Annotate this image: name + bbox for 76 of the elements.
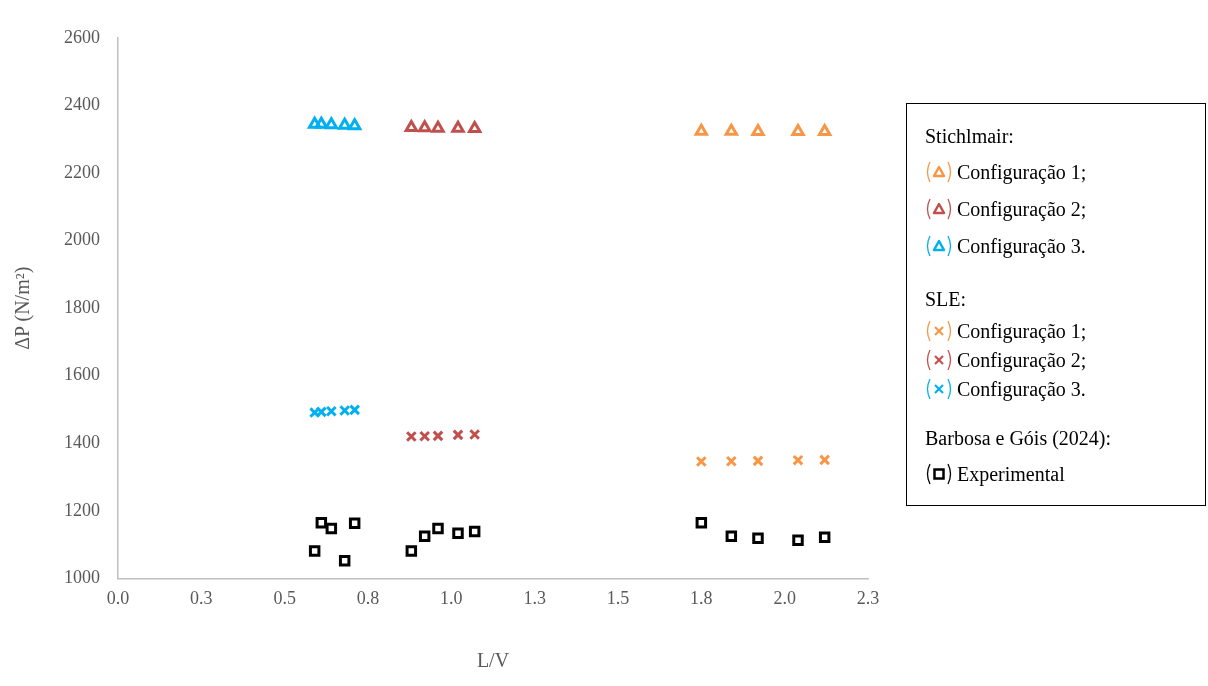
point [325,522,338,535]
legend-label: Configuração 1; [957,320,1087,342]
text: SLE: [925,287,968,312]
point [338,404,351,417]
point [792,454,804,466]
point [452,527,464,539]
point [315,406,328,418]
x-tick-label: 2.0 [773,587,796,608]
point [404,120,419,132]
point [308,406,321,419]
point [468,428,481,441]
point [451,120,465,133]
point [818,531,831,543]
point [792,534,804,546]
point [452,429,464,441]
legend-label: Configuração 3. [957,235,1086,257]
text: Barbosa e Góis (2024): [925,426,1113,452]
y-axis-title: ΔP (N/m²) [11,266,35,350]
point [347,118,362,131]
point [337,117,352,130]
y-tick-label: 2000 [64,229,100,250]
x-tick-label: 0.5 [273,587,296,608]
x-tick-label: 2.3 [856,587,880,608]
point [325,405,338,417]
point [752,455,764,467]
point [468,525,481,538]
point [417,120,432,133]
legend-label: Configuração 2; [957,198,1087,220]
y-tick-label: 1600 [64,364,100,385]
legend-label: Experimental [957,463,1065,485]
x-axis-title: L/V [476,649,510,672]
point [348,517,361,530]
text: Stichlmair: [925,124,1015,149]
point [695,455,708,468]
y-tick-label: 1000 [64,567,100,588]
x-tick-label: 1.3 [523,587,546,608]
legend-label: Configuração 3. [957,378,1086,400]
point [314,116,329,129]
legend-label: Configuração 2; [957,349,1087,371]
point [751,124,765,137]
point [752,532,764,544]
y-tick-label: 2600 [64,26,100,47]
point [467,121,482,134]
point [725,455,738,467]
point [405,545,418,557]
point [315,516,328,529]
point [308,545,321,557]
x-tick-label: 0.8 [356,587,380,608]
point [432,522,444,535]
point [695,516,708,529]
point [348,404,361,416]
point [725,530,738,542]
x-tick-label: 0.3 [190,587,213,608]
point [724,123,739,136]
y-tick-label: 2400 [64,94,100,115]
point [418,530,431,542]
point [818,454,831,466]
point [431,120,445,133]
point [817,124,832,137]
point [694,123,709,136]
x-tick-label: 1.8 [690,587,713,608]
x-tick-label: 0.0 [106,587,130,608]
x-tick-label: 1.5 [606,587,630,608]
legend-label: Configuração 1; [957,161,1087,183]
x-tick-label: 1.0 [440,587,463,608]
point [432,430,444,442]
y-tick-label: 1800 [64,296,100,317]
y-tick-label: 1200 [64,499,100,520]
y-tick-label: 2200 [64,161,100,182]
point [405,430,418,443]
point [324,117,339,130]
point [338,555,351,567]
point [307,116,322,129]
point [791,124,805,137]
point [418,430,431,442]
y-tick-label: 1400 [64,432,100,453]
